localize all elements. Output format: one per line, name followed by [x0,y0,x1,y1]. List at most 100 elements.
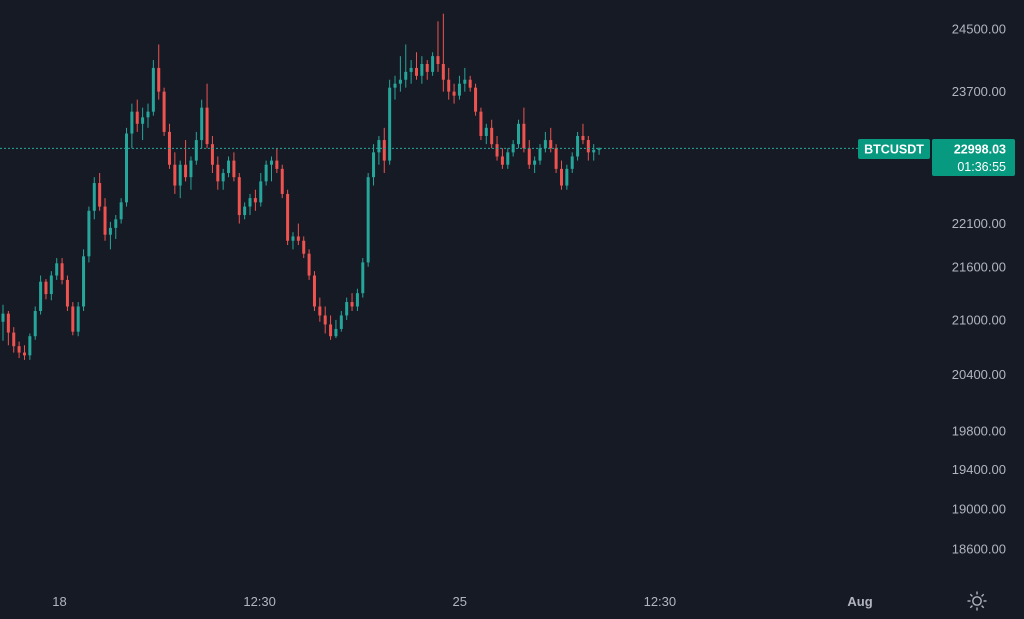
candle [372,144,376,186]
candle [479,107,483,141]
time-tick-label: 25 [453,594,467,609]
candle [270,156,273,182]
candle [221,168,225,190]
candle [382,127,386,174]
price-axis[interactable]: 24500.00 23700.00 22100.00 21600.00 21000.00… [952,22,1006,557]
candle-body [125,133,129,203]
candle-body [345,302,349,316]
candle-body [221,173,225,182]
candle [167,123,171,169]
candle-body [189,160,193,178]
candle [441,13,445,92]
candle [420,56,424,84]
candle-body [350,302,354,307]
candle-body [237,177,241,216]
candle [65,275,69,311]
candle [12,327,16,353]
candle [447,67,451,100]
price-tick-label: 18600.00 [952,542,1006,557]
price-tick-label: 20400.00 [952,367,1006,382]
candle [237,173,241,224]
candle [361,258,365,298]
candle [189,156,193,190]
candle [6,310,10,346]
candle-body [12,332,16,347]
candle [114,215,118,240]
candle [178,160,182,199]
candle [98,173,102,211]
candle-body [468,79,472,88]
candle [210,135,214,174]
candle-body [323,315,327,325]
candle-body [452,91,456,96]
candle-body [1,313,5,322]
candlestick-series [1,13,601,360]
candle-body [576,135,580,157]
candle-body [270,160,273,165]
candle [135,99,139,132]
chart-settings-button[interactable] [964,588,990,614]
symbol-label: BTCUSDT [864,143,924,157]
candle-body [87,210,91,257]
candle [151,60,155,116]
candle-body [404,71,408,80]
candle [146,103,150,128]
candle [130,103,134,149]
candle-body [173,164,177,186]
candle-body [382,140,386,161]
candle-body [103,206,107,235]
candle-body [318,306,322,316]
candle-body [296,236,300,241]
candle [366,173,370,267]
candle [527,140,531,169]
candle [329,315,333,340]
candle [103,198,107,241]
candle-body [592,149,596,153]
candle [200,99,204,149]
candle [318,297,322,322]
candle [543,131,547,153]
candle [157,44,161,100]
candle-countdown: 01:36:55 [957,160,1006,174]
candle-body [522,123,526,149]
candle [334,319,338,339]
candle-body [49,275,53,295]
candle [350,293,354,311]
candle-body [554,148,558,169]
candle [253,189,257,211]
price-tick-label: 19800.00 [952,424,1006,439]
candle-body [248,198,252,207]
candle-body [597,148,601,150]
candle [108,221,112,250]
last-price-tag: BTCUSDT 22998.03 01:36:55 [858,139,1015,176]
candle [33,306,37,340]
candle-body [377,140,381,153]
candle [296,223,300,246]
candle-body [275,160,279,169]
candle-body [76,306,80,332]
candle-body [39,281,43,311]
candle-body [259,181,263,203]
candle [565,164,569,190]
candle-body [146,111,150,118]
candle [17,341,21,359]
candle-body [205,107,209,145]
candle [232,152,236,182]
candle-body [243,206,247,216]
candle [474,83,478,116]
candle [463,67,467,92]
candle [22,345,26,360]
candle-body [538,148,542,161]
candle-body [286,193,290,241]
candle [76,302,80,337]
candle [205,83,209,149]
time-tick-label: 12:30 [243,594,276,609]
price-tick-label: 19400.00 [952,462,1006,477]
candle [92,177,96,220]
candle-body [393,83,397,88]
candle [280,164,284,199]
candle [490,119,494,149]
candle [312,271,316,311]
